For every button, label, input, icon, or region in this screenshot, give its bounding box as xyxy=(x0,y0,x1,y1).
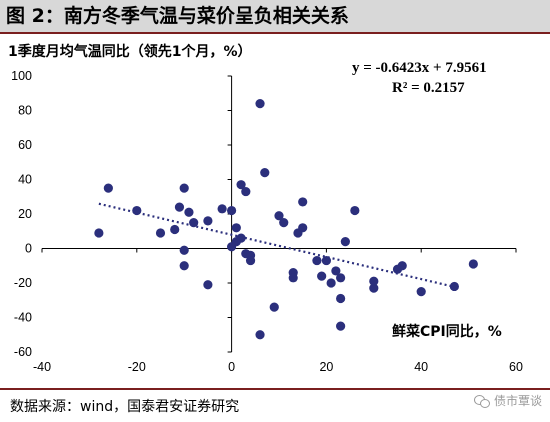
x-tick-label: 20 xyxy=(319,360,333,374)
data-point xyxy=(279,218,289,228)
data-point xyxy=(298,197,308,207)
data-point xyxy=(255,330,265,340)
y-tick-labels: -60 -40 -20 0 20 40 60 80 100 xyxy=(11,69,32,359)
data-point xyxy=(397,261,407,271)
wechat-icon xyxy=(473,394,490,408)
y-tick-label: 40 xyxy=(18,173,32,187)
watermark-text: 债市覃谈 xyxy=(493,394,542,408)
data-point xyxy=(260,168,270,178)
data-point xyxy=(317,271,327,281)
data-point xyxy=(241,186,251,197)
data-point xyxy=(227,205,237,216)
data-point xyxy=(170,224,180,235)
data-point xyxy=(179,261,189,271)
watermark: 债市覃谈 xyxy=(473,392,542,409)
data-point xyxy=(217,204,227,214)
data-point xyxy=(236,233,246,243)
title-divider xyxy=(0,32,550,34)
y-tick-label: 100 xyxy=(11,69,32,83)
data-point xyxy=(288,273,298,283)
y-axis-label: 1季度月均气温同比（领先1个月，%） xyxy=(8,43,252,60)
trendline-r-squared: R² = 0.2157 xyxy=(392,80,465,96)
y-tick-label: 60 xyxy=(18,138,32,152)
x-tick-label: -20 xyxy=(128,360,146,374)
data-point xyxy=(94,228,104,238)
y-tick-label: 20 xyxy=(18,207,32,221)
x-tick-label: 40 xyxy=(414,360,428,374)
data-source-note: 数据来源：wind，国泰君安证券研究 xyxy=(10,399,240,415)
trendline xyxy=(98,202,455,288)
data-point xyxy=(312,255,322,266)
data-point xyxy=(189,218,199,228)
data-point xyxy=(416,287,426,297)
data-points xyxy=(94,99,478,340)
data-point xyxy=(298,223,308,233)
y-tick-label: -40 xyxy=(14,311,32,325)
data-point xyxy=(269,302,279,312)
data-point xyxy=(449,281,459,292)
y-tick-label: 0 xyxy=(25,242,32,256)
data-point xyxy=(132,205,142,216)
y-tick-label: -20 xyxy=(14,276,32,290)
data-point xyxy=(179,183,189,193)
data-point xyxy=(236,180,246,190)
data-point xyxy=(203,216,213,226)
data-point xyxy=(245,255,256,266)
data-point xyxy=(255,99,265,109)
data-point xyxy=(336,321,346,331)
x-tick-labels: -40 -20 0 20 40 60 xyxy=(33,360,523,374)
data-point xyxy=(336,293,346,304)
data-point xyxy=(174,202,185,212)
x-tick-label: 60 xyxy=(509,360,523,374)
data-point xyxy=(274,211,284,221)
x-tick-label: 0 xyxy=(228,360,235,374)
data-point xyxy=(369,276,379,286)
x-tick-label: -40 xyxy=(33,360,51,374)
x-axis-label: 鲜菜CPI同比，% xyxy=(392,323,502,340)
data-point xyxy=(179,245,189,255)
data-point xyxy=(350,205,360,216)
y-tick-label: 80 xyxy=(18,104,32,118)
scatter-chart: 1季度月均气温同比（领先1个月，%） y = -0.6423x + 7.9561… xyxy=(8,43,523,374)
figure-title: 图 2：南方冬季气温与菜价呈负相关关系 xyxy=(0,0,550,32)
data-point xyxy=(336,273,346,283)
data-point xyxy=(321,255,331,266)
data-point xyxy=(331,266,341,276)
data-point xyxy=(340,237,350,247)
data-point xyxy=(184,207,194,217)
data-point xyxy=(103,183,113,193)
data-point xyxy=(468,259,478,269)
data-point xyxy=(326,278,336,288)
data-point xyxy=(203,280,213,290)
y-tick-label: -60 xyxy=(14,345,32,359)
footer-divider xyxy=(0,388,550,390)
trendline-equation: y = -0.6423x + 7.9561 xyxy=(352,60,487,76)
data-point xyxy=(231,223,241,233)
data-point xyxy=(369,283,379,293)
data-point xyxy=(155,228,166,238)
